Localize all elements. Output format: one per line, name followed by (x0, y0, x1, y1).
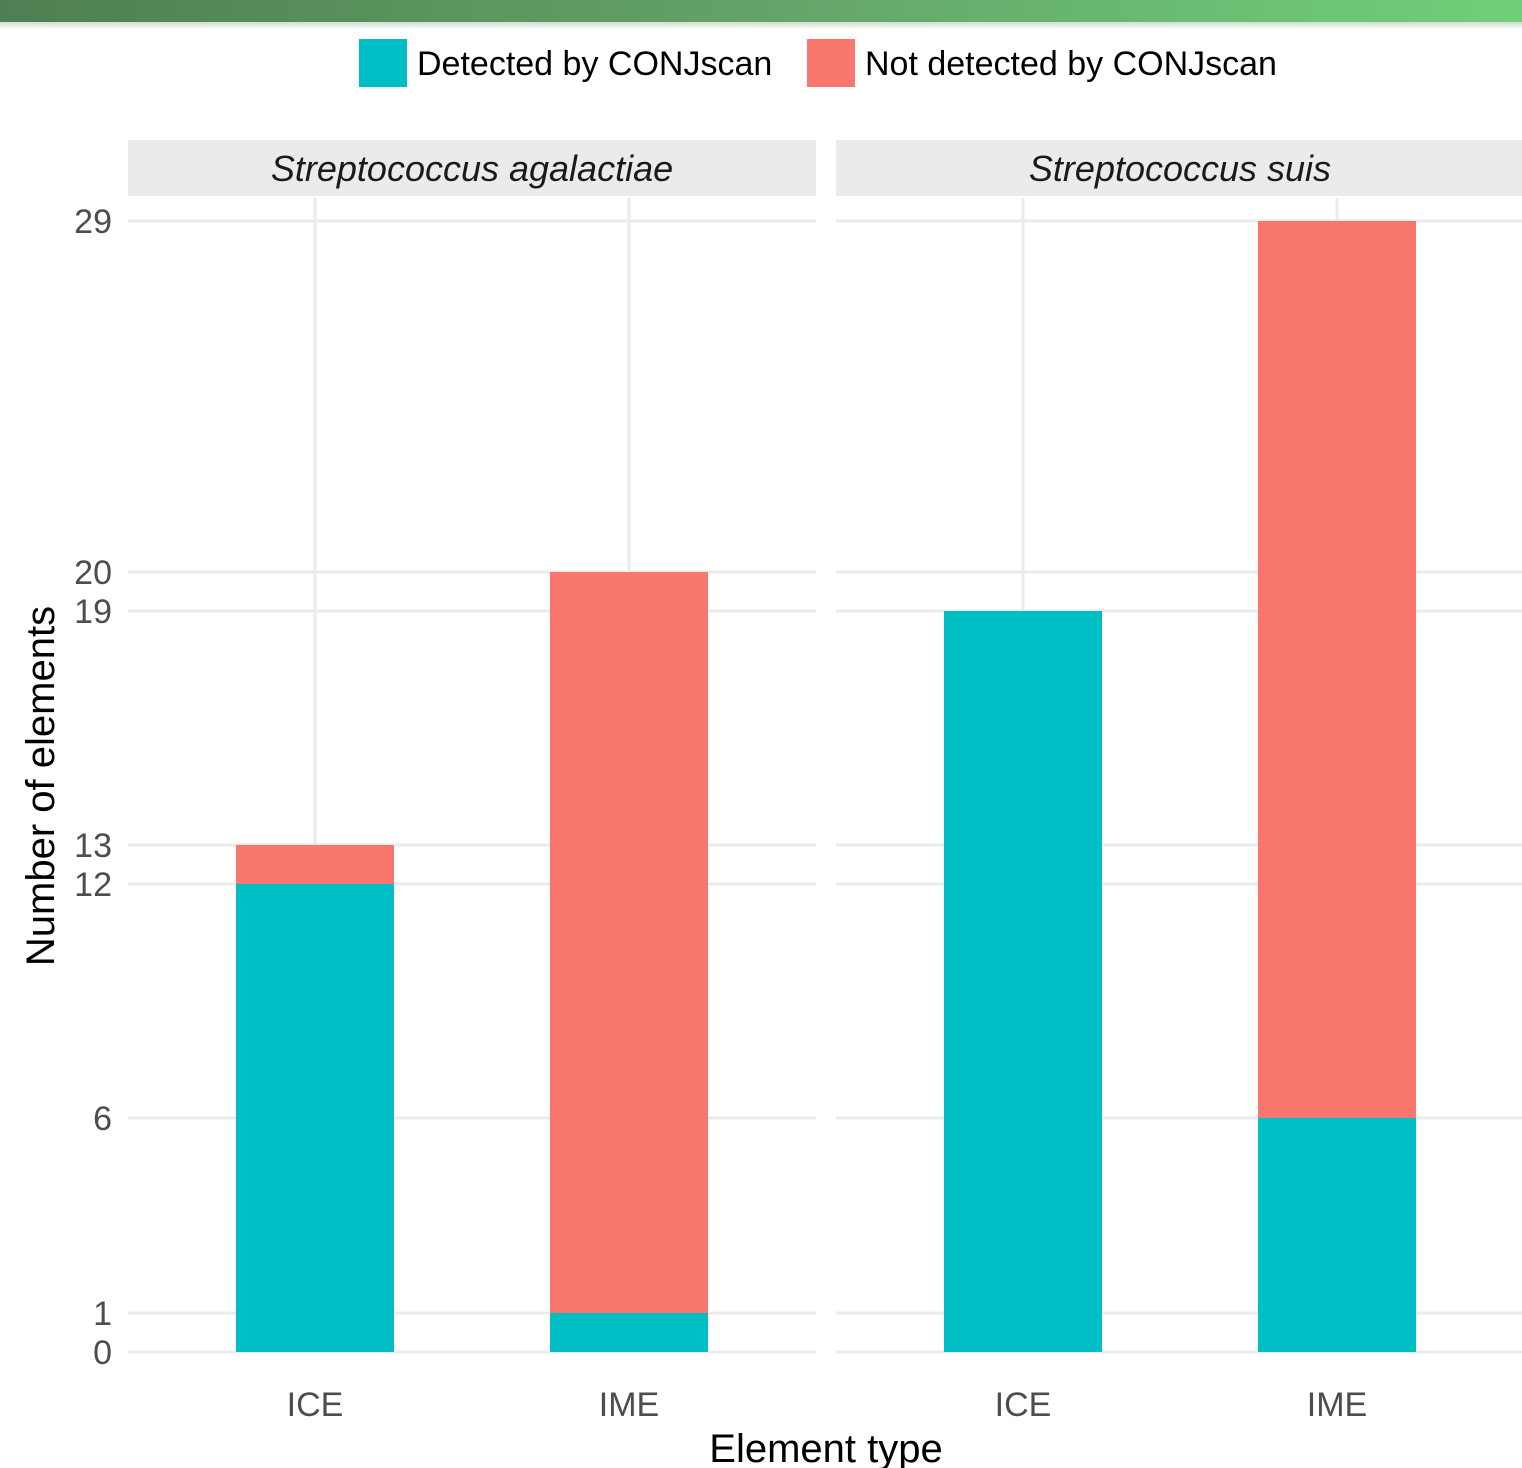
y-tick-label-20: 20 (74, 554, 112, 592)
panel-strip-2: Streptococcus suis (836, 140, 1522, 196)
y-axis-title: Number of elements (19, 606, 63, 966)
top-decorative-bar (0, 0, 1522, 30)
y-tick-label-29: 29 (74, 203, 112, 241)
x-tick-label-panel2-ime: IME (1307, 1386, 1367, 1424)
bar-panel1-ice-detected (236, 884, 394, 1352)
y-tick-label-1: 1 (93, 1295, 112, 1333)
bar-panel2-ice-detected (944, 611, 1102, 1352)
legend-label-not-detected: Not detected by CONJscan (865, 45, 1277, 83)
y-tick-label-6: 6 (93, 1100, 112, 1138)
x-tick-label-panel1-ice: ICE (287, 1386, 344, 1424)
bar-panel2-ime-detected (1258, 1118, 1416, 1352)
bars (236, 221, 1416, 1352)
x-axis-title: Element type (709, 1427, 942, 1468)
bar-panel2-ime-not-detected (1258, 221, 1416, 1118)
legend-key-detected (359, 39, 407, 87)
x-tick-label-panel1-ime: IME (599, 1386, 659, 1424)
y-tick-label-19: 19 (74, 593, 112, 631)
y-tick-label-13: 13 (74, 827, 112, 865)
bar-panel1-ice-not-detected (236, 845, 394, 884)
legend-label-detected: Detected by CONJscan (417, 45, 772, 83)
y-tick-label-12: 12 (74, 866, 112, 904)
panel-strip-1-background (128, 140, 816, 196)
panel-title-1: Streptococcus agalactiae (271, 148, 673, 189)
legend-key-not-detected (807, 39, 855, 87)
x-axis-tick-labels: ICE IME ICE IME (287, 1386, 1368, 1424)
x-tick-label-panel2-ice: ICE (995, 1386, 1052, 1424)
y-tick-label-0: 0 (93, 1334, 112, 1372)
legend: Detected by CONJscan Not detected by CON… (359, 39, 1277, 87)
panel-title-2: Streptococcus suis (1029, 148, 1331, 189)
panel-strip-2-background (836, 140, 1522, 196)
bar-panel1-ime-detected (550, 1313, 708, 1352)
panel-strip-1: Streptococcus agalactiae (128, 140, 816, 196)
bar-panel1-ime-not-detected (550, 572, 708, 1313)
